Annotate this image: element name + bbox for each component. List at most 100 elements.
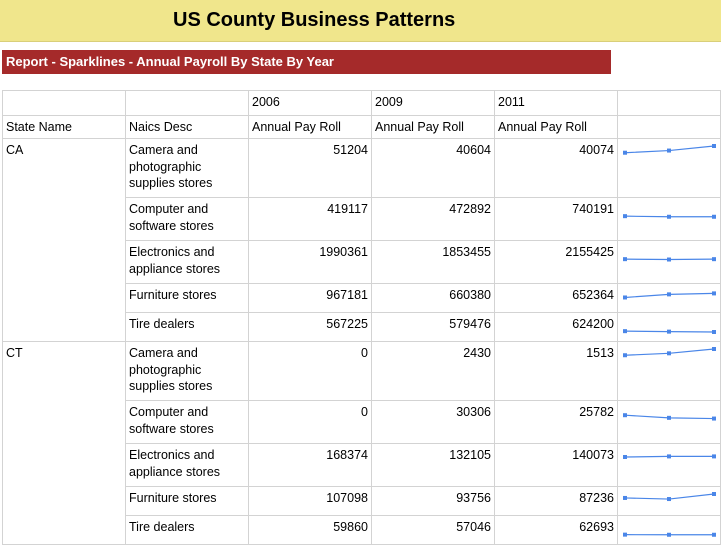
sparkline-point [623,329,627,333]
sparkline-cell [618,139,721,198]
sparkline-point [623,257,627,261]
page-title: US County Business Patterns [173,9,455,32]
title-bar: US County Business Patterns [0,0,721,42]
annual-payroll-header: Annual Pay Roll [495,116,618,139]
payroll-value-cell: 2430 [372,342,495,401]
sparkline-cell [618,342,721,401]
sparkline-point [667,351,671,355]
sparkline-point [712,492,716,496]
sparkline [621,316,717,340]
naics-desc-cell: Computer and software stores [126,198,249,241]
naics-desc-cell: Electronics and appliance stores [126,241,249,284]
sparkline [621,490,717,514]
state-name-cell: CT [3,342,126,545]
sparkline [621,287,717,311]
payroll-value-cell: 0 [249,401,372,444]
sparkline-cell [618,241,721,284]
sparkline-point [712,417,716,421]
payroll-value-cell: 87236 [495,487,618,516]
sparkline-point [712,291,716,295]
payroll-value-cell: 59860 [249,516,372,545]
report-title-bar: Report - Sparklines - Annual Payroll By … [2,50,611,74]
sparkline-point [667,497,671,501]
payroll-value-cell: 140073 [495,444,618,487]
state-name-header: State Name [3,116,126,139]
payroll-value-cell: 579476 [372,313,495,342]
payroll-value-cell: 2155425 [495,241,618,284]
sparkline-cell [618,313,721,342]
sparkline-cell [618,444,721,487]
sparkline [621,345,717,399]
sparkline-point [667,215,671,219]
empty-header-cell [618,91,721,116]
sparkline-point [623,353,627,357]
sparkline-point [712,257,716,261]
state-name-cell: CA [3,139,126,342]
payroll-value-cell: 168374 [249,444,372,487]
payroll-value-cell: 1513 [495,342,618,401]
naics-desc-cell: Computer and software stores [126,401,249,444]
year-header-2009: 2009 [372,91,495,116]
payroll-value-cell: 472892 [372,198,495,241]
sparkline-point [712,533,716,537]
payroll-value-cell: 51204 [249,139,372,198]
sparkline-point [667,454,671,458]
payroll-value-cell: 419117 [249,198,372,241]
payroll-value-cell: 660380 [372,284,495,313]
sparkline [621,519,717,543]
sparkline-point [712,215,716,219]
sparkline-cell [618,284,721,313]
sparkline [621,244,717,282]
year-header-2006: 2006 [249,91,372,116]
annual-payroll-header: Annual Pay Roll [372,116,495,139]
sparkline-point [667,258,671,262]
payroll-value-cell: 40074 [495,139,618,198]
payroll-value-cell: 25782 [495,401,618,444]
payroll-value-cell: 107098 [249,487,372,516]
sparkline [621,201,717,239]
sparkline-point [623,214,627,218]
naics-desc-cell: Camera and photographic supplies stores [126,342,249,401]
sparkline-point [712,347,716,351]
sparkline [621,447,717,485]
sparkline-cell [618,198,721,241]
sparkline-point [667,416,671,420]
sparkline-point [623,455,627,459]
year-header-2011: 2011 [495,91,618,116]
empty-header-cell [126,91,249,116]
sparkline-point [712,454,716,458]
naics-desc-cell: Camera and photographic supplies stores [126,139,249,198]
payroll-value-cell: 1990361 [249,241,372,284]
payroll-value-cell: 0 [249,342,372,401]
naics-desc-cell: Furniture stores [126,284,249,313]
empty-header-cell [3,91,126,116]
payroll-value-cell: 132105 [372,444,495,487]
sparkline-point [667,533,671,537]
naics-desc-cell: Electronics and appliance stores [126,444,249,487]
sparkline-header [618,116,721,139]
naics-desc-cell: Furniture stores [126,487,249,516]
sparkline-point [667,330,671,334]
sparkline-point [667,149,671,153]
payroll-value-cell: 57046 [372,516,495,545]
sparkline-point [623,496,627,500]
sparkline-cell [618,487,721,516]
naics-desc-cell: Tire dealers [126,313,249,342]
sparkline-point [623,295,627,299]
payroll-value-cell: 567225 [249,313,372,342]
sparkline-cell [618,516,721,545]
naics-desc-header: Naics Desc [126,116,249,139]
payroll-value-cell: 93756 [372,487,495,516]
payroll-value-cell: 740191 [495,198,618,241]
sparkline-cell [618,401,721,444]
payroll-value-cell: 624200 [495,313,618,342]
payroll-value-cell: 1853455 [372,241,495,284]
payroll-value-cell: 30306 [372,401,495,444]
sparkline-point [623,413,627,417]
sparkline [621,404,717,442]
payroll-value-cell: 652364 [495,284,618,313]
